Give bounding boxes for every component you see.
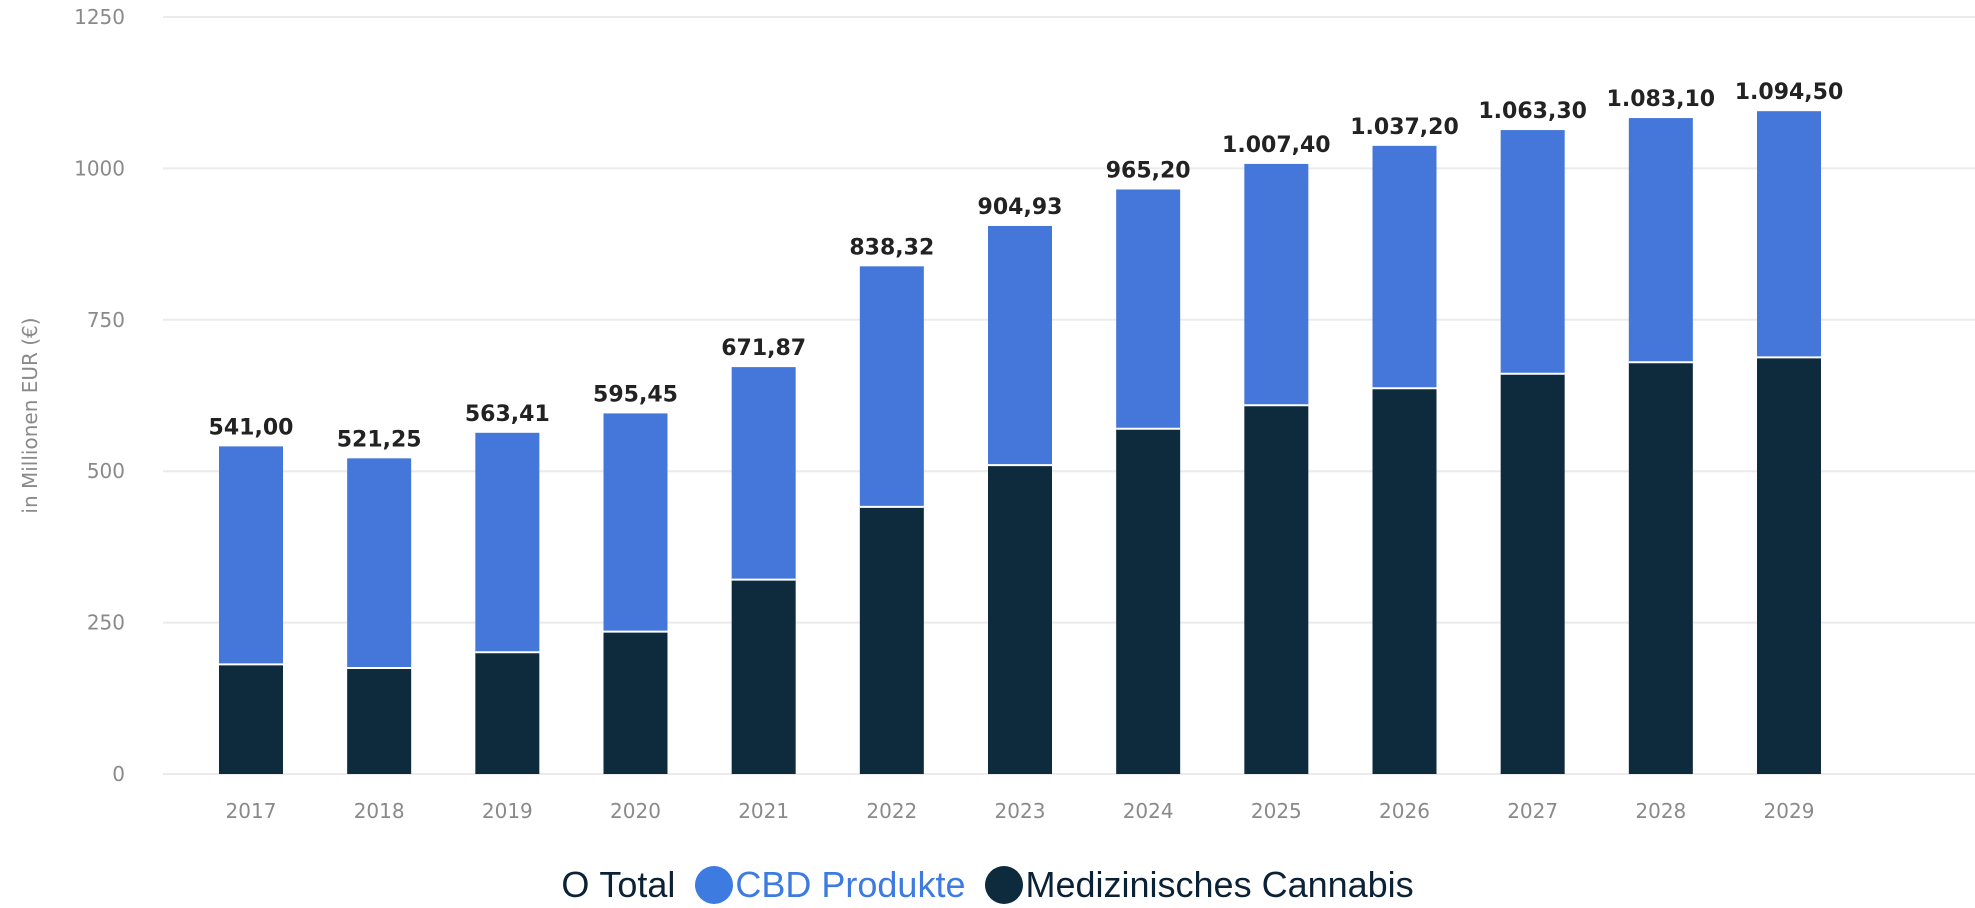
y-tick-label: 250 — [87, 611, 125, 635]
total-data-label: 838,32 — [849, 235, 934, 260]
y-axis-ticks: 0 250 500 750 1000 1250 — [74, 5, 125, 786]
bar-cbd-products[interactable] — [859, 266, 924, 507]
bar-medical-cannabis[interactable] — [1628, 362, 1693, 774]
bar-medical-cannabis[interactable] — [475, 652, 540, 774]
y-tick-label: 1000 — [74, 156, 125, 180]
total-data-label: 1.063,30 — [1478, 99, 1587, 124]
legend-medical-label: Medizinisches Cannabis — [1025, 864, 1414, 905]
bar-cbd-products[interactable] — [1244, 163, 1309, 406]
total-data-label: 1.037,20 — [1350, 115, 1459, 140]
bar-cbd-products[interactable] — [219, 446, 283, 665]
x-tick-label: 2024 — [1123, 799, 1174, 823]
total-labels: 541,00 521,25 563,41 595,45 671,87 838,32 904,… — [209, 80, 1844, 452]
total-data-label: 595,45 — [593, 382, 678, 407]
bar-medical-cannabis[interactable] — [1757, 357, 1821, 774]
legend-cbd-label: CBD Produkte — [735, 864, 966, 905]
x-tick-label: 2021 — [738, 799, 789, 823]
bar-cbd-products[interactable] — [603, 413, 668, 632]
bars — [219, 111, 1821, 774]
total-data-label: 965,20 — [1106, 158, 1191, 183]
legend-item-medical[interactable]: Medizinisches Cannabis — [985, 864, 1414, 906]
x-tick-label: 2018 — [354, 799, 405, 823]
bar-cbd-products[interactable] — [1500, 130, 1565, 374]
x-tick-label: 2019 — [482, 799, 533, 823]
total-data-label: 521,25 — [337, 427, 422, 452]
bar-cbd-products[interactable] — [475, 432, 540, 653]
bar-medical-cannabis[interactable] — [988, 465, 1052, 774]
bar-medical-cannabis[interactable] — [219, 664, 283, 774]
bar-medical-cannabis[interactable] — [347, 668, 412, 774]
x-tick-label: 2028 — [1635, 799, 1686, 823]
x-tick-label: 2022 — [866, 799, 917, 823]
total-data-label: 1.083,10 — [1607, 87, 1716, 112]
x-tick-label: 2023 — [995, 799, 1046, 823]
gridlines — [163, 16, 1975, 775]
x-tick-label: 2026 — [1379, 799, 1430, 823]
bar-medical-cannabis[interactable] — [1244, 405, 1309, 774]
legend-item-cbd[interactable]: CBD Produkte — [695, 864, 965, 906]
legend-total-marker: O — [561, 864, 590, 905]
x-tick-label: 2025 — [1251, 799, 1302, 823]
bar-medical-cannabis[interactable] — [1372, 388, 1437, 774]
y-tick-label: 750 — [87, 308, 125, 332]
x-tick-label: 2029 — [1764, 799, 1815, 823]
bar-cbd-products[interactable] — [731, 367, 796, 580]
bar-cbd-products[interactable] — [1757, 111, 1821, 358]
legend: O Total CBD Produkte Medizinisches Canna… — [0, 864, 1975, 906]
x-axis-ticks: 2017 2018 2019 2020 2021 2022 2023 2024 2025 2026… — [226, 799, 1815, 823]
y-axis-label: in Millionen EUR (€) — [18, 317, 42, 513]
legend-total-label: Total — [599, 864, 676, 905]
y-tick-label: 1250 — [74, 5, 125, 29]
y-tick-label: 500 — [87, 459, 125, 483]
x-tick-label: 2020 — [610, 799, 661, 823]
bar-cbd-products[interactable] — [1116, 189, 1181, 429]
bar-medical-cannabis[interactable] — [1116, 428, 1181, 774]
total-data-label: 563,41 — [465, 402, 550, 427]
total-data-label: 1.007,40 — [1222, 133, 1331, 158]
total-data-label: 671,87 — [721, 336, 806, 361]
y-tick-label: 0 — [112, 762, 125, 786]
bar-cbd-products[interactable] — [1372, 145, 1437, 389]
bar-cbd-products[interactable] — [1628, 118, 1693, 363]
bar-medical-cannabis[interactable] — [1500, 373, 1565, 774]
legend-medical-marker — [985, 866, 1024, 904]
bar-medical-cannabis[interactable] — [731, 579, 796, 774]
total-data-label: 1.094,50 — [1735, 80, 1844, 105]
legend-cbd-marker — [695, 866, 734, 904]
legend-item-total[interactable]: O Total — [561, 864, 675, 906]
bar-cbd-products[interactable] — [347, 458, 412, 669]
x-tick-label: 2027 — [1507, 799, 1558, 823]
total-data-label: 904,93 — [978, 195, 1063, 220]
bar-medical-cannabis[interactable] — [603, 631, 668, 774]
total-data-label: 541,00 — [209, 415, 294, 440]
x-tick-label: 2017 — [226, 799, 277, 823]
bar-medical-cannabis[interactable] — [859, 506, 924, 774]
bar-cbd-products[interactable] — [988, 225, 1052, 466]
